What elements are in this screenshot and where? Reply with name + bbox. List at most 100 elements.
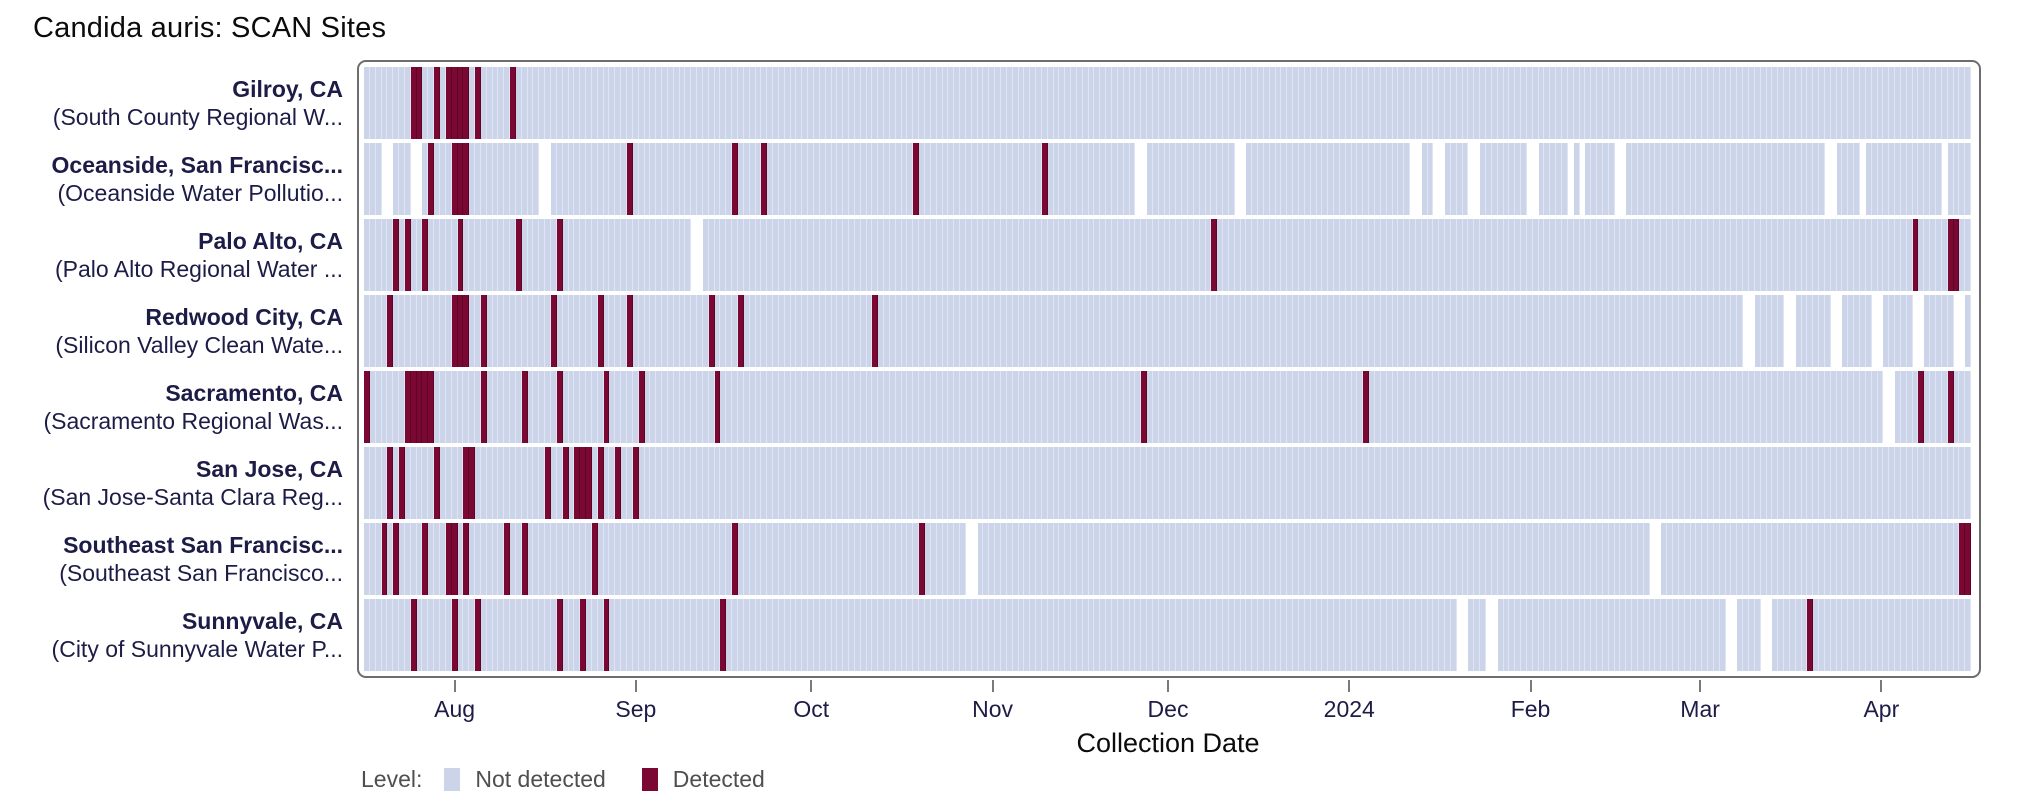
day-cell-not-detected <box>1170 599 1177 671</box>
day-cell-not-detected <box>1748 523 1755 595</box>
day-cell-not-detected <box>1556 523 1562 595</box>
day-cell-not-detected <box>1877 371 1884 443</box>
day-cell-not-detected <box>1807 447 1814 519</box>
day-cell-not-detected <box>1094 447 1101 519</box>
day-cell-missing <box>1532 143 1539 215</box>
chart-title: Candida auris: SCAN Sites <box>33 12 387 44</box>
day-cell-not-detected <box>1182 523 1188 595</box>
day-cell-detected <box>562 447 569 519</box>
day-cell-not-detected <box>1602 143 1609 215</box>
day-cell-not-detected <box>1205 67 1212 139</box>
day-cell-not-detected <box>1912 447 1919 519</box>
day-cell-not-detected <box>1608 447 1615 519</box>
day-cell-not-detected <box>1819 143 1825 215</box>
day-cell-not-detected <box>1351 143 1358 215</box>
day-cell-not-detected <box>381 371 388 443</box>
day-cell-not-detected <box>1392 447 1399 519</box>
day-cell-not-detected <box>1445 143 1451 215</box>
day-cell-not-detected <box>1556 143 1562 215</box>
day-cell-not-detected <box>1123 219 1130 291</box>
day-cell-not-detected <box>743 67 750 139</box>
day-cell-not-detected <box>615 219 622 291</box>
day-cell-not-detected <box>1684 371 1691 443</box>
day-cell-not-detected <box>1795 371 1802 443</box>
day-cell-not-detected <box>644 371 651 443</box>
day-cell-not-detected <box>1836 67 1843 139</box>
day-cell-not-detected <box>375 523 382 595</box>
day-cell-not-detected <box>393 143 400 215</box>
day-cell-not-detected <box>1544 219 1551 291</box>
day-cell-not-detected <box>580 219 587 291</box>
day-cell-detected <box>510 67 516 139</box>
day-cell-not-detected <box>1801 371 1808 443</box>
day-cell-not-detected <box>1456 523 1463 595</box>
axis-tick <box>1348 680 1351 692</box>
day-cell-detected <box>761 143 768 215</box>
day-cell-not-detected <box>1871 371 1878 443</box>
day-cell-not-detected <box>1655 371 1662 443</box>
day-cell-not-detected <box>1497 219 1504 291</box>
day-cell-not-detected <box>1643 371 1650 443</box>
day-cell-not-detected <box>773 447 779 519</box>
day-cell-not-detected <box>1076 371 1083 443</box>
day-cell-not-detected <box>1941 219 1948 291</box>
day-cell-not-detected <box>1556 371 1562 443</box>
day-cell-missing <box>539 143 546 215</box>
day-cell-not-detected <box>1193 67 1200 139</box>
day-cell-not-detected <box>562 599 569 671</box>
day-cell-not-detected <box>720 143 727 215</box>
day-cell-not-detected <box>1854 447 1860 519</box>
day-cell-not-detected <box>515 143 522 215</box>
day-cell-not-detected <box>1900 143 1907 215</box>
day-cell-not-detected <box>1842 295 1849 367</box>
day-cell-not-detected <box>1515 295 1522 367</box>
day-cell-not-detected <box>621 523 627 595</box>
day-cell-not-detected <box>1164 67 1171 139</box>
day-cell-not-detected <box>1737 371 1744 443</box>
day-cell-not-detected <box>1713 599 1720 671</box>
day-cell-not-detected <box>983 143 990 215</box>
day-cell-not-detected <box>1404 599 1411 671</box>
day-cell-not-detected <box>492 295 499 367</box>
day-cell-not-detected <box>469 371 476 443</box>
day-cell-not-detected <box>1591 67 1598 139</box>
day-cell-detected <box>463 523 470 595</box>
day-cell-not-detected <box>1585 219 1592 291</box>
day-cell-not-detected <box>1515 371 1522 443</box>
day-cell-not-detected <box>1112 143 1118 215</box>
day-cell-not-detected <box>515 295 522 367</box>
day-cell-not-detected <box>1965 67 1972 139</box>
day-cell-not-detected <box>545 67 551 139</box>
day-cell-not-detected <box>1228 295 1235 367</box>
day-cell-not-detected <box>1123 143 1130 215</box>
day-cell-not-detected <box>1696 523 1703 595</box>
day-cell-not-detected <box>1690 295 1697 367</box>
day-cell-not-detected <box>1176 143 1183 215</box>
day-cell-not-detected <box>1468 67 1475 139</box>
day-cell-not-detected <box>1152 143 1159 215</box>
day-cell-not-detected <box>1532 219 1539 291</box>
day-cell-not-detected <box>1223 295 1229 367</box>
day-cell-not-detected <box>1737 523 1744 595</box>
day-cell-not-detected <box>1597 67 1603 139</box>
day-cell-not-detected <box>1602 67 1609 139</box>
day-cell-not-detected <box>1497 67 1504 139</box>
day-cell-not-detected <box>504 295 511 367</box>
day-cell-detected <box>463 295 470 367</box>
day-cell-detected <box>586 447 592 519</box>
day-cell-not-detected <box>586 67 592 139</box>
day-cell-not-detected <box>1065 67 1072 139</box>
day-cell-not-detected <box>662 295 668 367</box>
day-cell-not-detected <box>697 143 703 215</box>
day-cell-not-detected <box>515 447 522 519</box>
day-cell-not-detected <box>1824 219 1831 291</box>
day-cell-not-detected <box>1538 67 1545 139</box>
day-cell-not-detected <box>925 295 931 367</box>
day-cell-not-detected <box>1071 447 1077 519</box>
day-cell-not-detected <box>995 447 1001 519</box>
day-cell-not-detected <box>1766 143 1773 215</box>
day-cell-not-detected <box>1415 295 1422 367</box>
day-cell-detected <box>551 295 557 367</box>
day-cell-not-detected <box>1462 523 1469 595</box>
day-cell-detected <box>708 295 715 367</box>
